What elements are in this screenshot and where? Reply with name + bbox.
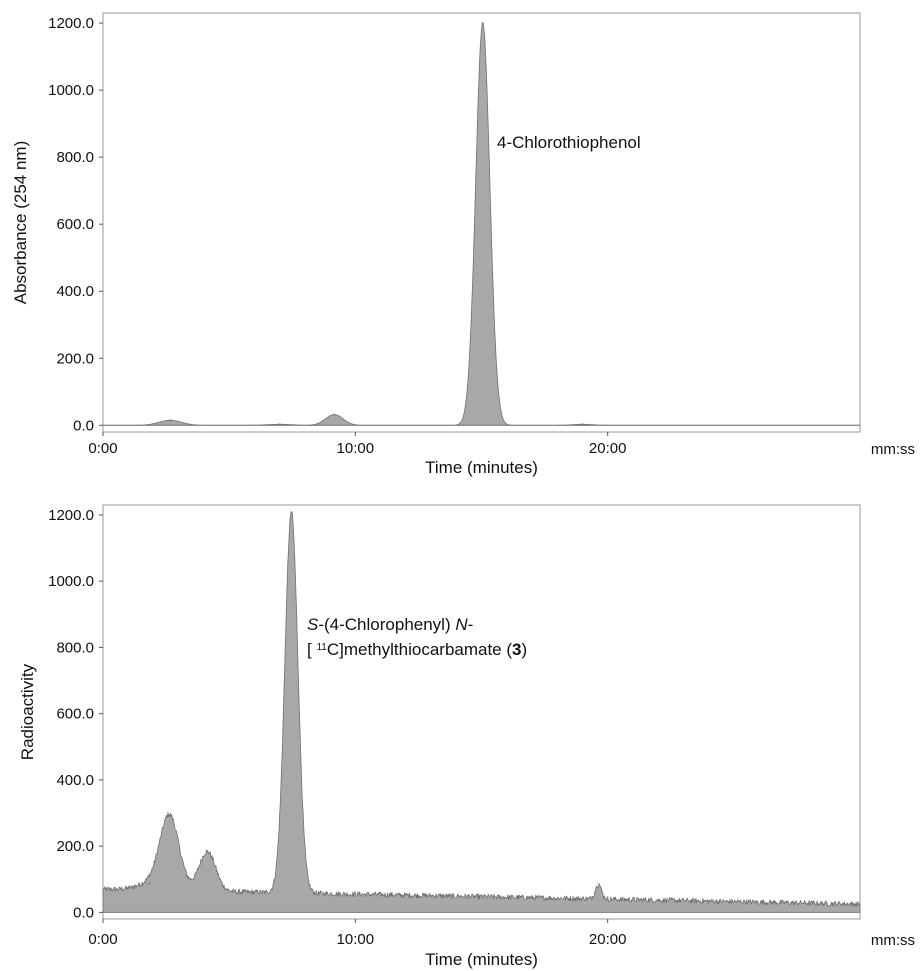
peak-marker xyxy=(168,814,171,818)
peak-annotation-part: [ xyxy=(307,640,316,659)
y-tick-label: 0.0 xyxy=(73,904,94,921)
plot-area-frame xyxy=(102,12,861,433)
x-tick-label: 0:00 xyxy=(88,931,117,948)
peak-marker xyxy=(581,423,584,426)
peak-annotation-part: -(4-Chlorophenyl) xyxy=(318,615,455,634)
plot-area-frame xyxy=(102,504,861,920)
y-tick-label: 200.0 xyxy=(56,350,94,367)
y-tick-label: 1200.0 xyxy=(48,507,94,524)
x-tick-label: 10:00 xyxy=(337,440,375,457)
x-unit-label: mm:ss xyxy=(871,932,915,949)
signal-trace xyxy=(102,512,861,913)
peak-marker xyxy=(481,21,484,25)
peak-marker xyxy=(148,882,151,885)
peak-annotation-part: 11 xyxy=(316,642,327,653)
signal-trace xyxy=(102,22,861,426)
peak-annotation-part: N xyxy=(455,615,468,634)
y-tick-label: 400.0 xyxy=(56,283,94,300)
peak-annotation-part: - xyxy=(468,615,474,634)
peak-marker xyxy=(169,419,172,422)
y-tick-label: 600.0 xyxy=(56,706,94,723)
y-axis-label: Absorbance (254 nm) xyxy=(11,141,30,304)
peak-annotation-part: S xyxy=(307,615,319,634)
y-axis-label: Radioactivity xyxy=(18,663,37,760)
y-tick-label: 1200.0 xyxy=(48,15,94,32)
y-tick-label: 1000.0 xyxy=(48,573,94,590)
chart-panel-1: 0.0 200.0 400.0 600.0 800.0 1000.0 1200.0 0:00 1… xyxy=(11,12,915,477)
y-tick-label: 800.0 xyxy=(56,639,94,656)
x-tick-label: 0:00 xyxy=(88,440,117,457)
x-unit-label: mm:ss xyxy=(871,441,915,458)
x-tick-label: 10:00 xyxy=(337,931,375,948)
peak-annotation-part: ) xyxy=(522,640,528,659)
peak-marker xyxy=(278,423,281,426)
y-tick-label: 0.0 xyxy=(73,417,94,434)
peak-annotation-part: 3 xyxy=(512,640,521,659)
x-axis-label: Time (minutes) xyxy=(425,950,538,969)
chart-panel-2: 0.0 200.0 400.0 600.0 800.0 1000.0 1200.0 0:00 1… xyxy=(18,504,915,969)
peak-annotation-part: 4-Chlorothiophenol xyxy=(497,133,641,152)
peak-marker xyxy=(333,413,336,416)
x-tick-label: 20:00 xyxy=(589,440,627,457)
peak-annotation: 4-Chlorothiophenol xyxy=(497,133,641,152)
y-tick-label: 200.0 xyxy=(56,838,94,855)
x-tick-label: 20:00 xyxy=(589,931,627,948)
peak-annotation: [ 11C]methylthiocarbamate (3) xyxy=(307,640,527,659)
y-tick-label: 1000.0 xyxy=(48,82,94,99)
peak-annotation-part: C]methylthiocarbamate ( xyxy=(327,640,513,659)
x-axis-label: Time (minutes) xyxy=(425,458,538,477)
peak-marker xyxy=(597,882,600,886)
y-tick-label: 400.0 xyxy=(56,772,94,789)
peak-marker xyxy=(206,850,209,853)
peak-annotation: S-(4-Chlorophenyl) N- xyxy=(307,615,473,634)
peak-marker xyxy=(290,510,293,514)
y-tick-label: 600.0 xyxy=(56,216,94,233)
y-tick-label: 800.0 xyxy=(56,149,94,166)
